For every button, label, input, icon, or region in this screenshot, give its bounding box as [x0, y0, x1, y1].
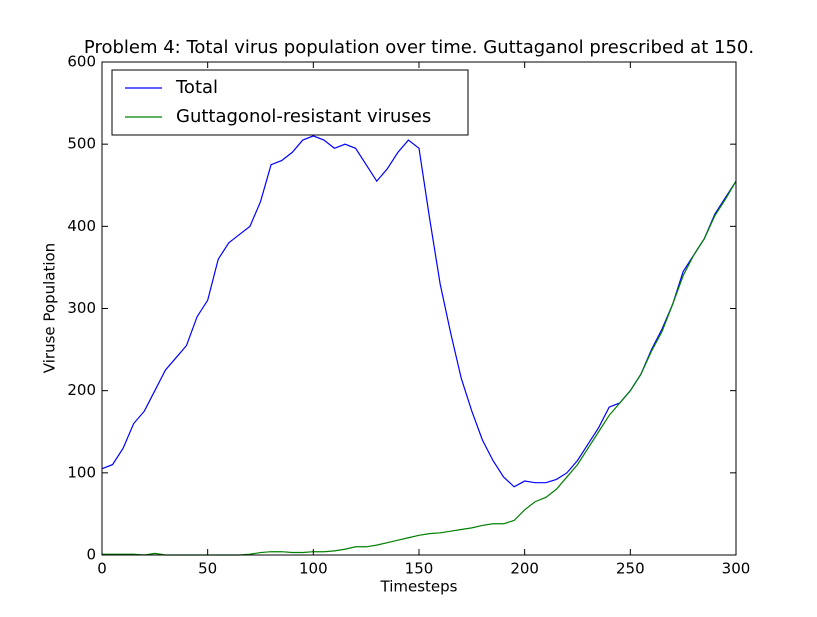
x-tick-label: 200 — [510, 560, 539, 578]
legend-label: Guttagonol-resistant viruses — [176, 106, 431, 127]
y-tick-label: 100 — [67, 463, 96, 481]
y-tick-label: 300 — [67, 299, 96, 317]
legend-box — [111, 69, 469, 136]
y-tick-label: 500 — [67, 135, 96, 153]
x-axis-label: Timesteps — [380, 578, 458, 596]
y-tick-label: 0 — [86, 546, 96, 564]
x-tick-label: 250 — [616, 560, 645, 578]
y-tick-label: 200 — [67, 381, 96, 399]
x-tick-label: 300 — [722, 560, 751, 578]
legend-label: Total — [175, 77, 218, 98]
y-tick-label: 400 — [67, 217, 96, 235]
x-tick-label: 50 — [198, 560, 217, 578]
chart-title: Problem 4: Total virus population over t… — [84, 37, 754, 58]
y-tick-label: 600 — [67, 53, 96, 71]
x-tick-label: 0 — [97, 560, 107, 578]
x-tick-label: 150 — [405, 560, 434, 578]
y-axis-label: Viruse Population — [41, 243, 59, 373]
x-tick-label: 100 — [299, 560, 328, 578]
